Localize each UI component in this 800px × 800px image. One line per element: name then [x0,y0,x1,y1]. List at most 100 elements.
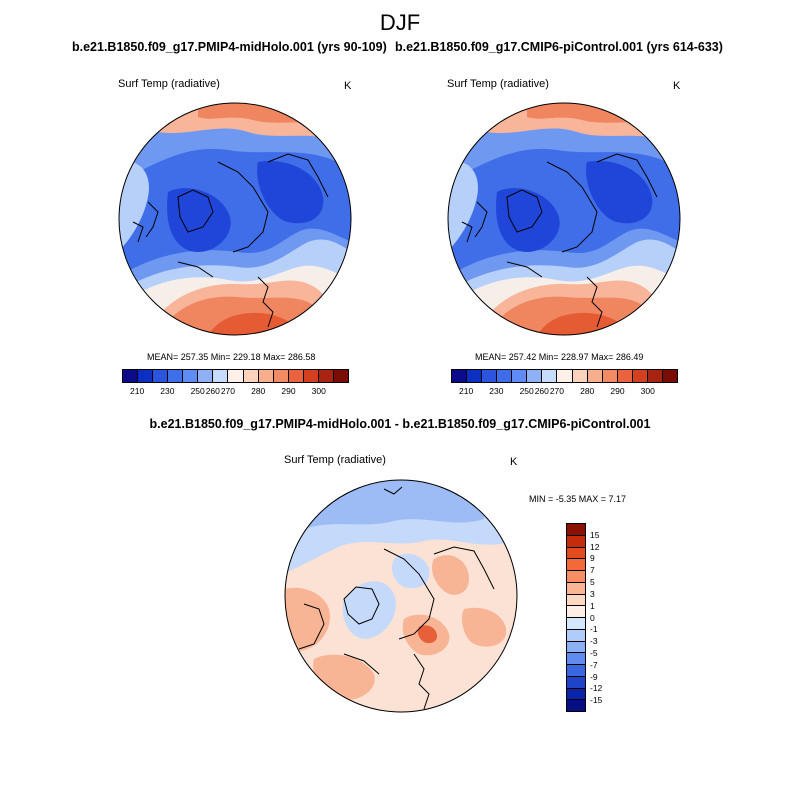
contour-region [496,188,560,252]
right-case-title: b.e21.B1850.f09_g17.CMIP6-piControl.001 … [395,40,723,54]
colorbar-tick-label: 250 [519,386,534,396]
contour-region [344,480,454,505]
colorbar-swatch [567,535,585,548]
colorbar-swatch [617,370,633,382]
colorbar-tick-label: 270 [220,386,236,396]
colorbar-swatch [567,606,585,618]
colorbar-swatch [587,370,603,382]
difference-colorbar [566,523,586,712]
contour-region [342,581,396,639]
colorbar-swatch [123,370,139,382]
colorbar-swatch [333,370,348,382]
colorbar-swatch [467,370,483,382]
right-polar-map [447,102,681,336]
colorbar-tick-label: 290 [281,386,296,396]
colorbar-swatch [482,370,498,382]
colorbar-swatch [168,370,184,382]
right-variable-label: Surf Temp (radiative) [447,78,549,90]
difference-colorbar-ticks: 15 12 9 7 5 3 1 0 -1 -3 -5 -7 -9 -12 -15 [590,523,620,712]
colorbar-swatch [138,370,154,382]
colorbar-swatch [567,688,585,701]
colorbar-tick-label: -5 [590,647,598,658]
right-units-label: K [673,80,681,92]
contour-region [167,188,231,252]
colorbar-tick-label: 230 [489,386,504,396]
colorbar-swatch [527,370,543,382]
colorbar-swatch [243,370,259,382]
colorbar-tick-label: 230 [160,386,175,396]
left-colorbar [122,369,349,383]
colorbar-swatch [213,370,229,382]
colorbar-tick-label: 15 [590,529,600,540]
colorbar-tick-label: -15 [590,695,603,706]
colorbar-swatch [662,370,677,382]
colorbar-swatch [288,370,304,382]
figure-title: DJF [379,10,421,35]
colorbar-swatch [557,370,573,382]
colorbar-swatch [567,524,585,536]
colorbar-tick-label: 210 [130,386,145,396]
contour-region [462,607,507,647]
colorbar-swatch [153,370,169,382]
colorbar-swatch [567,618,585,630]
colorbar-swatch [567,594,585,607]
colorbar-swatch [258,370,274,382]
colorbar-swatch [647,370,663,382]
colorbar-tick-label: 0 [590,612,595,623]
colorbar-swatch [567,700,585,711]
right-colorbar [451,369,678,383]
colorbar-swatch [512,370,528,382]
colorbar-tick-label: 270 [549,386,565,396]
colorbar-tick-label: 300 [311,386,326,396]
colorbar-tick-label: -12 [590,683,603,694]
colorbar-swatch [567,629,585,642]
right-stats: MEAN= 257.42 Min= 228.97 Max= 286.49 [475,352,644,362]
left-stats: MEAN= 257.35 Min= 229.18 Max= 286.58 [147,352,316,362]
colorbar-tick-label: 260 [534,386,549,396]
colorbar-tick-label: 3 [590,588,595,599]
colorbar-tick-label: 210 [459,386,474,396]
left-polar-map [118,102,352,336]
colorbar-swatch [567,676,585,689]
colorbar-tick-label: 260 [205,386,220,396]
colorbar-swatch [567,547,585,560]
left-units-label: K [344,80,352,92]
colorbar-swatch [228,370,244,382]
contour-region [432,555,469,595]
colorbar-swatch [198,370,214,382]
diff-units-label: K [510,456,518,468]
colorbar-swatch [452,370,468,382]
colorbar-tick-label: 12 [590,541,600,552]
colorbar-tick-label: 280 [580,386,595,396]
colorbar-swatch [567,641,585,654]
colorbar-swatch [318,370,334,382]
left-case-title: b.e21.B1850.f09_g17.PMIP4-midHolo.001 (y… [72,40,387,54]
difference-title: b.e21.B1850.f09_g17.PMIP4-midHolo.001 - … [149,417,651,431]
colorbar-tick-label: 5 [590,577,595,588]
right-colorbar-ticks: 210 230 250 260 270 280 290 300 [451,386,678,398]
colorbar-tick-label: -1 [590,624,598,635]
colorbar-swatch [273,370,289,382]
left-colorbar-ticks: 210 230 250 260 270 280 290 300 [122,386,349,398]
colorbar-tick-label: 7 [590,565,595,576]
colorbar-swatch [632,370,648,382]
colorbar-swatch [567,571,585,583]
contour-region [586,161,653,224]
colorbar-swatch [567,582,585,595]
colorbar-swatch [567,559,585,571]
colorbar-swatch [602,370,618,382]
colorbar-tick-label: 290 [610,386,625,396]
colorbar-tick-label: -7 [590,659,598,670]
contour-region [392,553,430,589]
colorbar-tick-label: -3 [590,636,598,647]
colorbar-tick-label: 9 [590,553,595,564]
left-variable-label: Surf Temp (radiative) [118,78,220,90]
colorbar-swatch [572,370,588,382]
contour-region [119,161,149,252]
colorbar-swatch [542,370,558,382]
difference-polar-map [284,479,518,713]
diff-variable-label: Surf Temp (radiative) [284,454,386,466]
colorbar-swatch [567,653,585,665]
colorbar-tick-label: 300 [640,386,655,396]
colorbar-swatch [497,370,513,382]
